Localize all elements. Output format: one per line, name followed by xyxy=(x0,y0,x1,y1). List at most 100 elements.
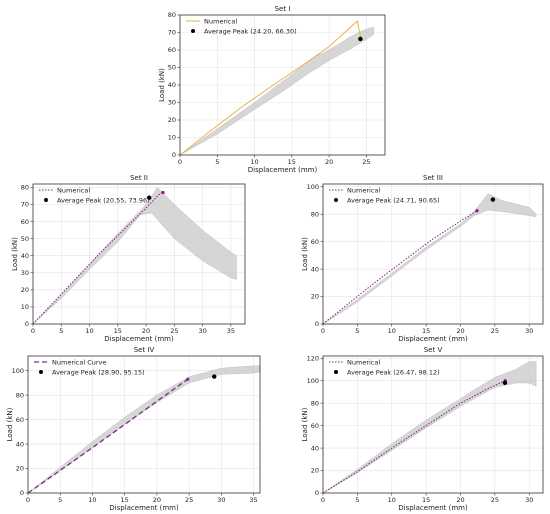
legend: Numerical Average Peak (20.55, 73.96) xyxy=(39,186,150,204)
numerical-peak-marker xyxy=(161,190,165,195)
chart-title: Set V xyxy=(424,346,443,354)
chart-title: Set II xyxy=(130,174,148,182)
x-axis-label: Displacement (mm) xyxy=(248,166,318,174)
y-tick-label: 40 xyxy=(21,252,29,260)
x-tick-label: 35 xyxy=(249,496,257,504)
numerical-series-line xyxy=(322,210,478,325)
y-tick-label: 30 xyxy=(21,269,29,277)
plot-area xyxy=(28,356,260,493)
x-tick-label: 0 xyxy=(31,327,35,335)
y-axis-label: Load (kN) xyxy=(6,407,14,441)
y-tick-label: 0 xyxy=(20,489,24,497)
legend: Numerical Average Peak (24.71, 90.65) xyxy=(329,186,440,204)
y-tick-label: 100 xyxy=(12,367,24,375)
x-tick-label: 25 xyxy=(491,327,499,335)
x-tick-label: 20 xyxy=(456,496,464,504)
y-tick-label: 10 xyxy=(168,134,176,142)
experimental-range-band xyxy=(322,361,537,494)
axes-frame xyxy=(322,183,544,325)
y-tick-label: 20 xyxy=(21,286,29,294)
legend-label-average-peak: Average Peak (20.55, 73.96) xyxy=(57,196,150,204)
numerical-series-line xyxy=(322,380,506,494)
y-tick-label: 30 xyxy=(168,99,176,107)
chart-panel-1: 0 5 10 15 20 25 0 10 20 30 40 50 60 70 80 Set I Displace… xyxy=(158,5,386,174)
average-peak-point xyxy=(146,195,152,200)
x-tick-label: 0 xyxy=(321,496,325,504)
experimental-range-band xyxy=(179,27,374,156)
legend-swatch-average-peak xyxy=(334,198,338,202)
legend-label-numerical: Numerical xyxy=(57,186,90,194)
y-tick-label: 80 xyxy=(16,391,24,399)
x-tick-label: 15 xyxy=(422,496,430,504)
x-tick-label: 25 xyxy=(362,158,370,166)
y-tick-label: 50 xyxy=(168,64,176,72)
x-tick-label: 30 xyxy=(525,496,533,504)
x-tick-label: 30 xyxy=(525,327,533,335)
y-tick-label: 120 xyxy=(307,354,319,362)
y-tick-label: 40 xyxy=(168,81,176,89)
x-axis-label: Displacement (mm) xyxy=(398,335,468,343)
x-axis-label: Displacement (mm) xyxy=(398,504,468,512)
x-tick-label: 10 xyxy=(388,496,396,504)
y-tick-label: 60 xyxy=(16,416,24,424)
legend-label-numerical: Numerical xyxy=(347,186,380,194)
x-tick-label: 25 xyxy=(491,496,499,504)
y-tick-label: 70 xyxy=(168,29,176,37)
y-tick-label: 50 xyxy=(21,235,29,243)
chart-title: Set I xyxy=(275,5,291,13)
x-tick-label: 20 xyxy=(325,158,333,166)
x-axis-label: Displacement (mm) xyxy=(109,504,179,512)
x-tick-label: 15 xyxy=(114,327,122,335)
legend-label-average-peak: Average Peak (24.71, 90.65) xyxy=(347,196,440,204)
y-tick-label: 0 xyxy=(315,320,319,328)
x-tick-label: 5 xyxy=(355,496,359,504)
average-peak-point xyxy=(490,197,496,202)
numerical-peak-marker xyxy=(186,377,190,381)
y-tick-label: 20 xyxy=(311,467,319,475)
chart-panel-3: 0 5 10 15 20 25 30 0 20 40 60 80 100 Set III Displacem… xyxy=(301,174,544,343)
x-tick-label: 10 xyxy=(388,327,396,335)
chart-title: Set III xyxy=(423,174,443,182)
x-tick-label: 10 xyxy=(88,496,96,504)
y-tick-label: 80 xyxy=(311,399,319,407)
x-tick-label: 35 xyxy=(227,327,235,335)
average-peak-point xyxy=(358,36,363,42)
x-tick-label: 30 xyxy=(217,496,225,504)
x-tick-label: 10 xyxy=(85,327,93,335)
y-axis-label: Load (kN) xyxy=(301,237,309,271)
x-tick-label: 30 xyxy=(198,327,206,335)
x-tick-label: 0 xyxy=(26,496,30,504)
x-tick-label: 5 xyxy=(58,496,62,504)
average-peak-point xyxy=(212,374,217,379)
legend: Numerical Average Peak (26.47, 98.12) xyxy=(329,358,440,376)
chart-panel-5: 0 5 10 15 20 25 30 0 20 40 60 80 100 120 Set V Displace… xyxy=(301,346,544,512)
x-tick-label: 20 xyxy=(142,327,150,335)
y-tick-label: 60 xyxy=(168,46,176,54)
y-axis-label: Load (kN) xyxy=(301,407,309,441)
chart-panel-4: 0 5 10 15 20 25 30 35 0 20 40 60 80 100 Set IV Displace… xyxy=(6,346,261,512)
y-tick-label: 0 xyxy=(25,320,29,328)
legend-label-numerical: Numerical Curve xyxy=(52,358,106,366)
x-axis-label: Displacement (mm) xyxy=(104,335,174,343)
numerical-series-line xyxy=(27,378,189,494)
y-tick-label: 80 xyxy=(311,210,319,218)
y-tick-label: 80 xyxy=(168,11,176,19)
y-tick-label: 20 xyxy=(311,293,319,301)
legend: Numerical Curve Average Peak (28.90, 95.1… xyxy=(34,358,145,376)
average-peak-point xyxy=(502,380,508,386)
experimental-range-band xyxy=(322,193,537,325)
legend: Numerical Average Peak (24.20, 66.30) xyxy=(186,17,297,35)
axes-frame xyxy=(27,355,261,494)
y-tick-label: 100 xyxy=(307,183,319,191)
numerical-peak-marker xyxy=(475,209,479,213)
x-tick-label: 10 xyxy=(250,158,258,166)
axes-frame xyxy=(322,355,544,494)
numerical-series-line xyxy=(32,192,164,325)
y-tick-label: 40 xyxy=(311,444,319,452)
numerical-series-line xyxy=(179,20,362,156)
legend-swatch-average-peak xyxy=(44,198,48,202)
x-tick-label: 20 xyxy=(456,327,464,335)
x-tick-label: 5 xyxy=(215,158,219,166)
y-tick-label: 10 xyxy=(21,303,29,311)
